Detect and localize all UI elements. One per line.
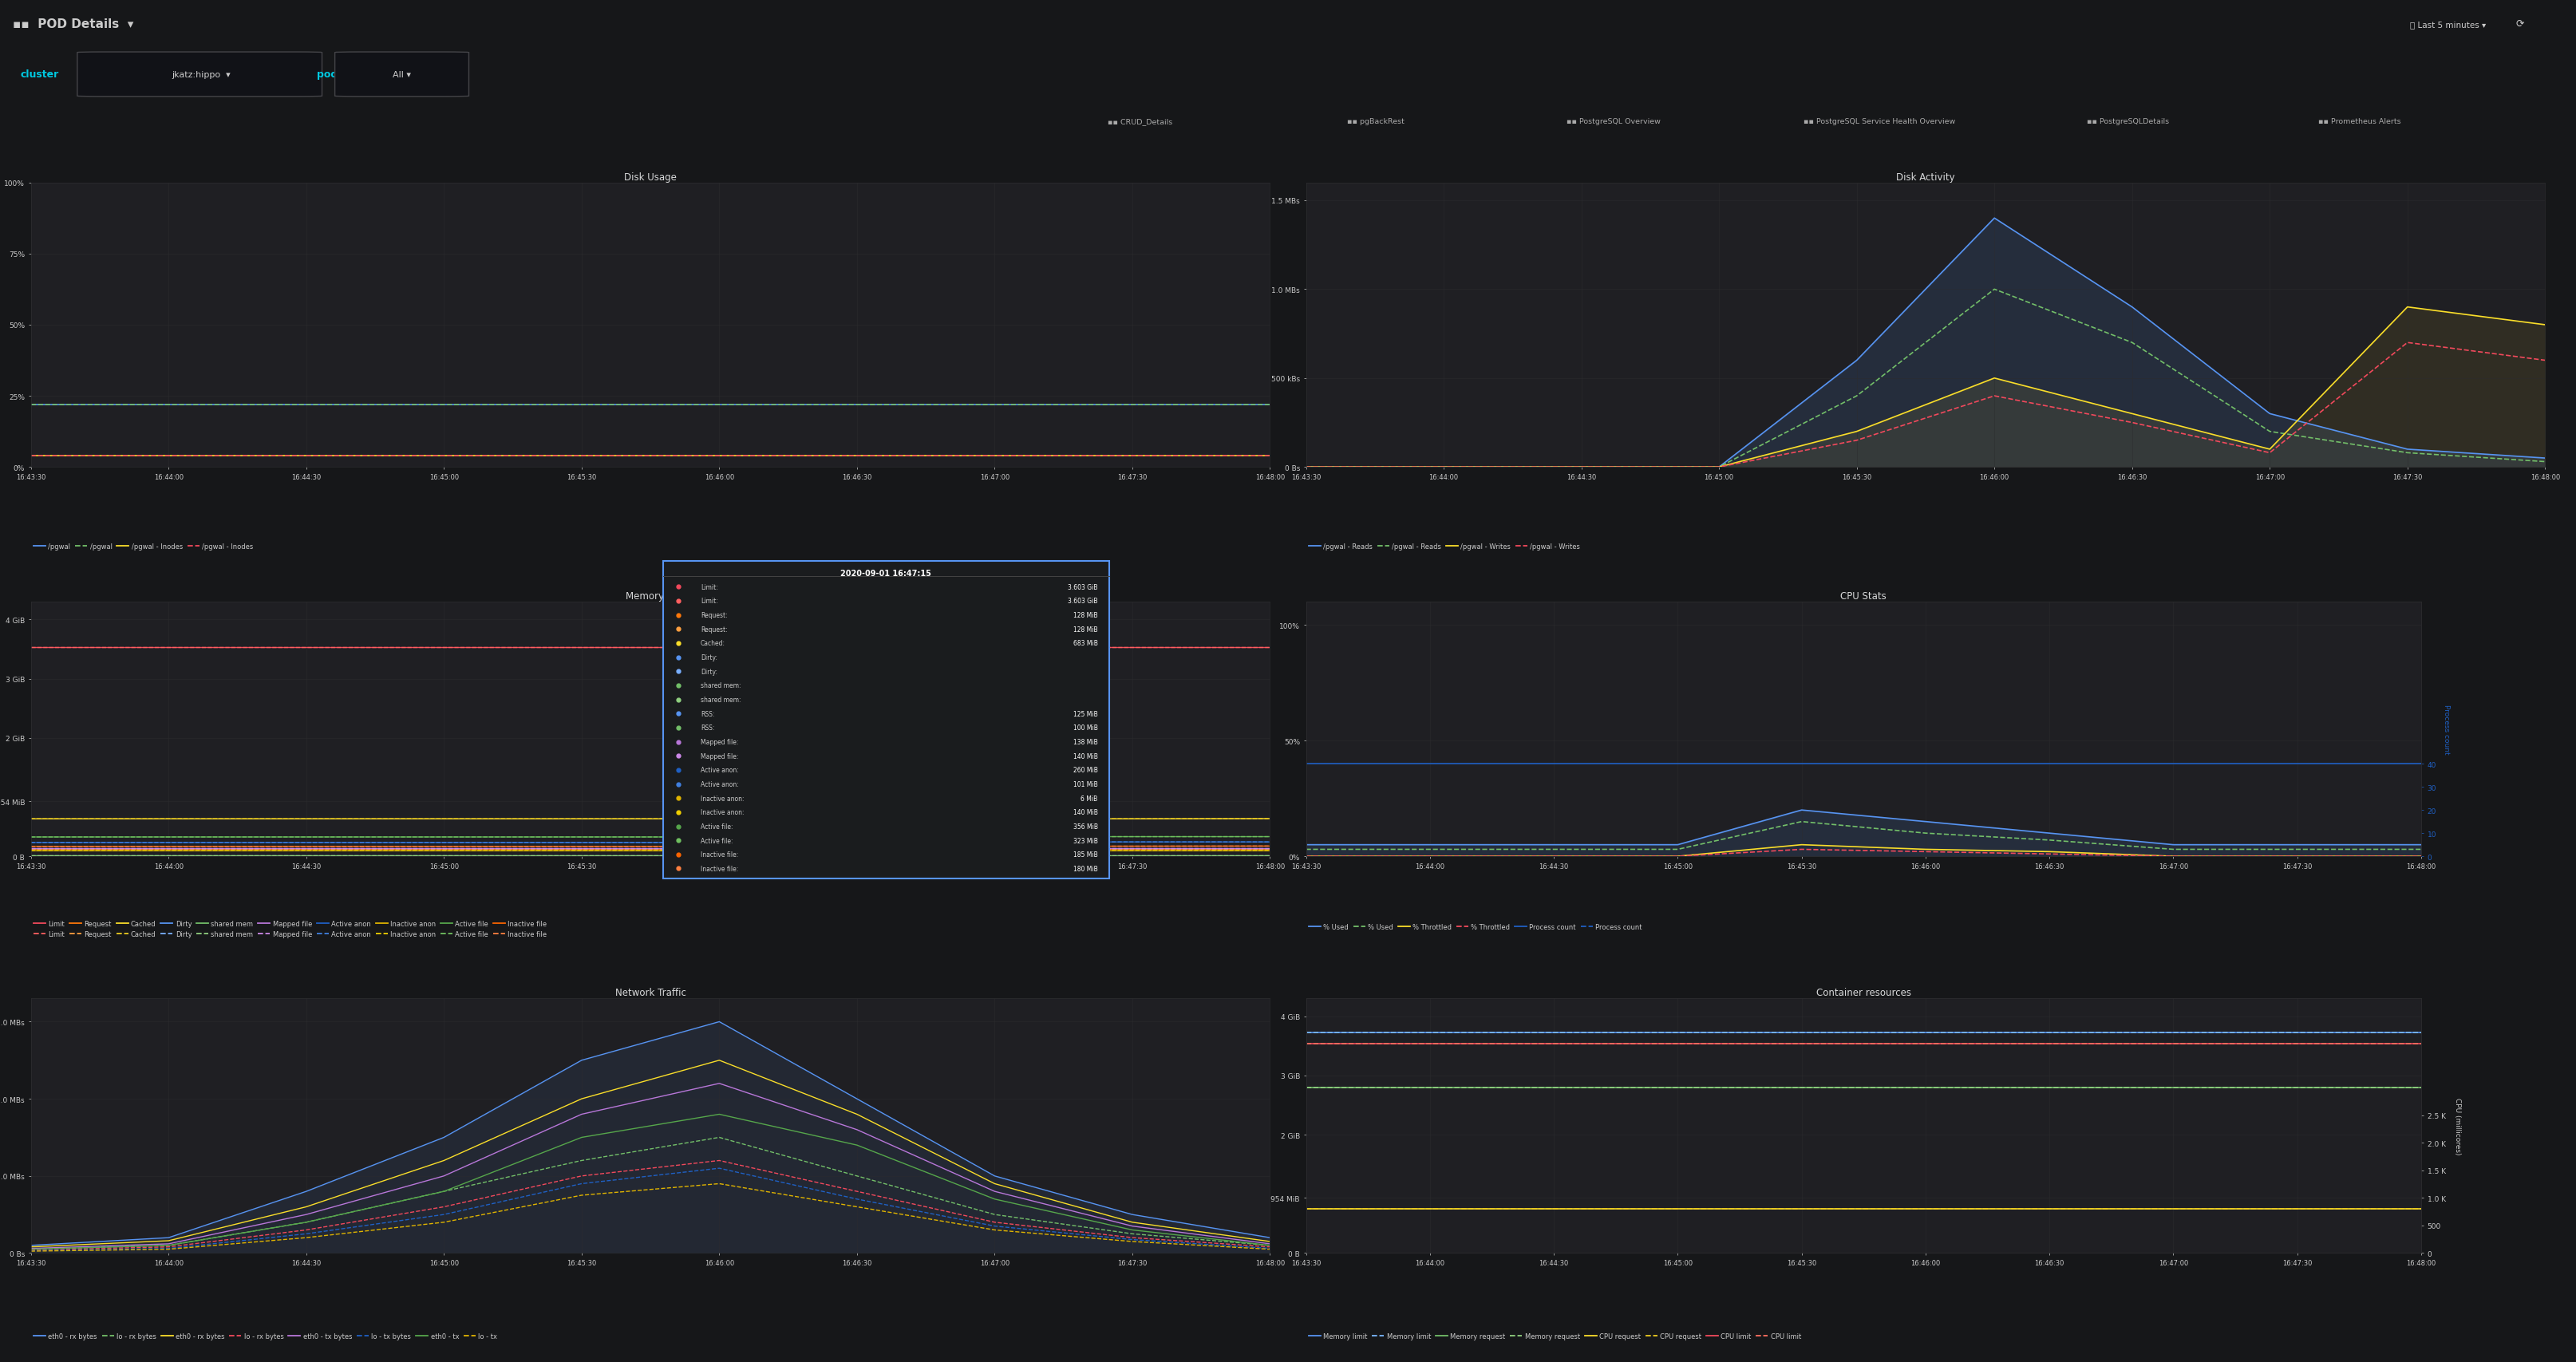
Text: 140 MiB: 140 MiB [1074,809,1097,816]
Legend: % Used, % Used, % Throttled, % Throttled, Process count, Process count: % Used, % Used, % Throttled, % Throttled… [1306,921,1643,933]
FancyBboxPatch shape [335,53,469,97]
Text: ▪▪ PostgreSQL Service Health Overview: ▪▪ PostgreSQL Service Health Overview [1803,118,1955,125]
Text: 185 MiB: 185 MiB [1074,851,1097,858]
Text: Inactive anon:: Inactive anon: [701,795,744,802]
Legend: eth0 - rx bytes, lo - rx bytes, eth0 - rx bytes, lo - rx bytes, eth0 - tx bytes,: eth0 - rx bytes, lo - rx bytes, eth0 - r… [31,1329,500,1342]
Text: ▪▪ PostgreSQLDetails: ▪▪ PostgreSQLDetails [2087,118,2169,125]
Text: Active anon:: Active anon: [701,767,739,774]
Text: Inactive anon:: Inactive anon: [701,809,744,816]
Text: RSS:: RSS: [701,711,714,718]
Text: Active file:: Active file: [701,823,734,829]
Y-axis label: Process count: Process count [2442,704,2450,755]
Text: cluster: cluster [21,69,59,80]
Text: 323 MiB: 323 MiB [1074,838,1097,844]
Text: 128 MiB: 128 MiB [1074,625,1097,633]
Text: shared mem:: shared mem: [701,696,742,703]
Text: jkatz:hippo  ▾: jkatz:hippo ▾ [173,71,229,79]
Y-axis label: CPU (millicores): CPU (millicores) [2455,1098,2460,1155]
Text: ▪▪ pgBackRest: ▪▪ pgBackRest [1347,118,1404,125]
Text: Cached:: Cached: [701,640,726,647]
Text: 3.603 GiB: 3.603 GiB [1069,598,1097,605]
Text: ⟳: ⟳ [2509,19,2524,30]
Text: ▪▪  POD Details  ▾: ▪▪ POD Details ▾ [13,19,134,30]
Text: 6 MiB: 6 MiB [1082,795,1097,802]
Text: shared mem:: shared mem: [701,682,742,689]
Text: All ▾: All ▾ [392,71,412,79]
Text: 356 MiB: 356 MiB [1074,823,1097,829]
Text: ▪▪ Prometheus Alerts: ▪▪ Prometheus Alerts [2318,118,2401,125]
Title: CPU Stats: CPU Stats [1842,591,1886,601]
Text: Request:: Request: [701,612,726,618]
Title: Memory  ▾: Memory ▾ [626,591,675,601]
Text: pod: pod [317,69,337,80]
Text: Mapped file:: Mapped file: [701,738,739,745]
FancyBboxPatch shape [77,53,322,97]
Text: Limit:: Limit: [701,583,719,591]
Text: 180 MiB: 180 MiB [1074,865,1097,873]
Text: Dirty:: Dirty: [701,667,719,676]
Text: Mapped file:: Mapped file: [701,753,739,760]
Text: Inactive file:: Inactive file: [701,865,739,873]
Text: 101 MiB: 101 MiB [1074,780,1097,787]
Text: Active anon:: Active anon: [701,780,739,787]
Text: Active file:: Active file: [701,838,734,844]
Legend: Limit, Limit, Request, Request, Cached, Cached, Dirty, Dirty, shared mem, shared: Limit, Limit, Request, Request, Cached, … [31,918,549,941]
Text: ⏱ Last 5 minutes ▾: ⏱ Last 5 minutes ▾ [2409,20,2486,29]
Text: 125 MiB: 125 MiB [1074,711,1097,718]
Title: Container resources: Container resources [1816,987,1911,998]
Text: ▪▪ CRUD_Details: ▪▪ CRUD_Details [1108,118,1172,125]
Title: Network Traffic: Network Traffic [616,987,685,998]
Legend: /pgwal - Reads, /pgwal - Reads, /pgwal - Writes, /pgwal - Writes: /pgwal - Reads, /pgwal - Reads, /pgwal -… [1306,541,1582,553]
Legend: Memory limit, Memory limit, Memory request, Memory request, CPU request, CPU req: Memory limit, Memory limit, Memory reque… [1306,1329,1803,1342]
Title: Disk Usage: Disk Usage [623,172,677,183]
Text: Request:: Request: [701,625,726,633]
Text: 683 MiB: 683 MiB [1074,640,1097,647]
Text: 128 MiB: 128 MiB [1074,612,1097,618]
Text: Limit:: Limit: [701,598,719,605]
Text: 140 MiB: 140 MiB [1074,753,1097,760]
Legend: /pgwal, /pgwal, /pgwal - Inodes, /pgwal - Inodes: /pgwal, /pgwal, /pgwal - Inodes, /pgwal … [31,541,255,553]
Text: Dirty:: Dirty: [701,654,719,661]
Text: 100 MiB: 100 MiB [1074,725,1097,731]
Text: RSS:: RSS: [701,725,714,731]
Text: 2020-09-01 16:47:15: 2020-09-01 16:47:15 [840,569,933,577]
Text: 3.603 GiB: 3.603 GiB [1069,583,1097,591]
Text: Inactive file:: Inactive file: [701,851,739,858]
Text: 138 MiB: 138 MiB [1074,738,1097,745]
Text: 260 MiB: 260 MiB [1074,767,1097,774]
Title: Disk Activity: Disk Activity [1896,172,1955,183]
Text: ▪▪ PostgreSQL Overview: ▪▪ PostgreSQL Overview [1566,118,1662,125]
